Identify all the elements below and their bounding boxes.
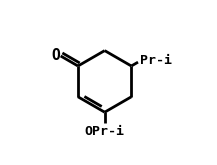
Text: OPr-i: OPr-i: [85, 125, 125, 137]
Text: Pr-i: Pr-i: [140, 54, 172, 67]
Text: O: O: [52, 48, 60, 63]
